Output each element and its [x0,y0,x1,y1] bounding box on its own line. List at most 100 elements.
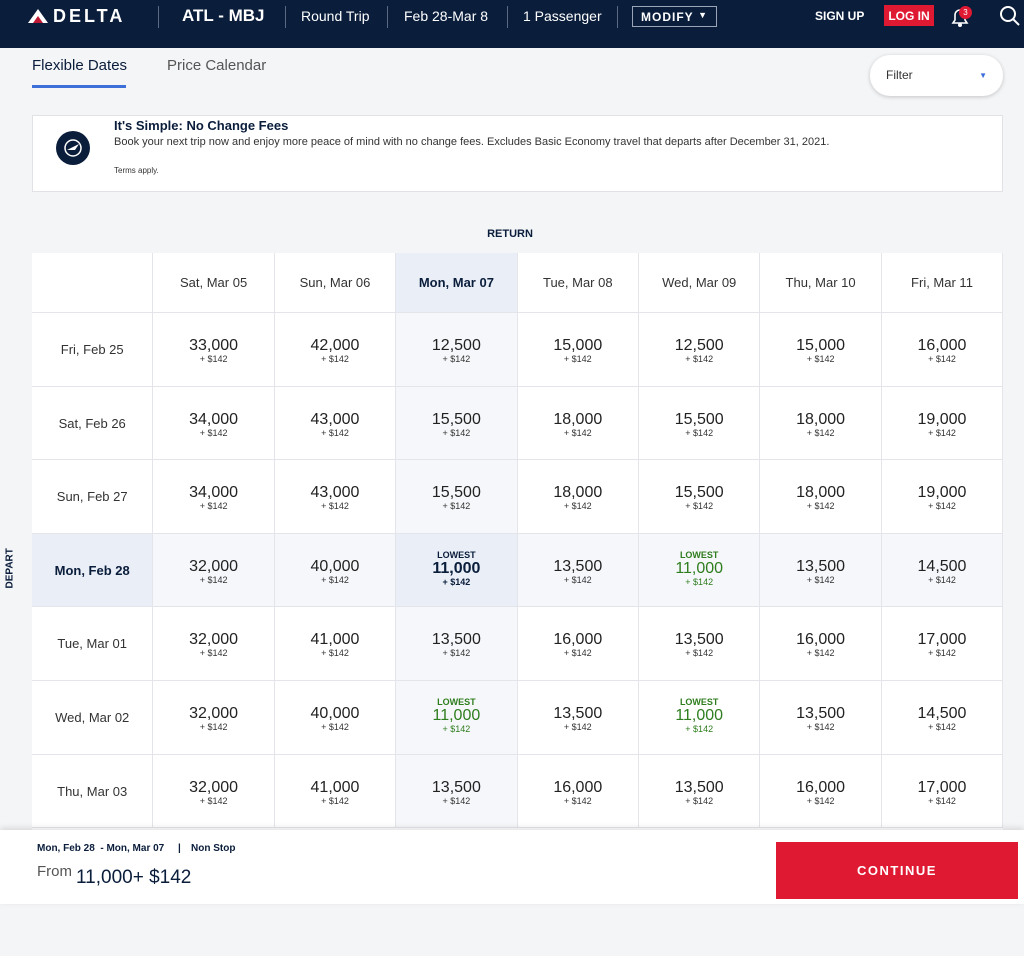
miles: 13,500 [674,631,724,649]
fare-cell[interactable]: 16,000 + $142 [881,313,1003,387]
fee: + $142 [685,354,714,364]
fare-cell[interactable]: LOWEST 11,000 + $142 [396,533,518,608]
fee: + $142 [806,574,835,585]
fare-cell[interactable]: 13,500 + $142 [760,681,882,755]
search-icon[interactable] [998,4,1022,28]
return-label: RETURN [487,228,533,240]
miles: 16,000 [553,778,603,796]
fare-cell[interactable]: 40,000 + $142 [274,533,397,608]
fare-cell[interactable]: 32,000 + $142 [153,754,275,829]
miles: 13,500 [796,557,846,575]
fare-cell[interactable]: 15,500 + $142 [396,386,518,461]
miles: 32,000 [189,631,239,649]
fee: + $142 [928,501,956,512]
fare-cell[interactable]: 12,500 + $142 [639,313,761,387]
depart-date: Thu, Mar 03 [32,754,154,829]
dates: Feb 28-Mar 8 [404,8,489,24]
separator [158,6,159,28]
separator: | [178,843,181,854]
miles: 43,000 [310,484,360,502]
separator [285,6,286,28]
continue-button[interactable]: CONTINUE [776,842,1018,899]
fare-cell[interactable]: 15,000 + $142 [760,313,882,387]
route: ATL - MBJ [182,6,265,25]
fare-cell[interactable]: 19,000 + $142 [881,460,1003,534]
fee: + $142 [928,574,956,585]
fare-cell[interactable]: 33,000 + $142 [153,313,275,387]
fare-cell[interactable]: 13,500 + $142 [760,533,882,608]
fee: + $142 [685,648,714,659]
banner-icon [56,131,90,165]
fare-cell[interactable]: 43,000 + $142 [274,460,397,534]
fare-cell[interactable]: 14,500 + $142 [881,533,1003,608]
fare-cell[interactable]: 15,000 + $142 [517,313,639,387]
fare-cell[interactable]: 13,500 + $142 [639,607,761,681]
filter-dropdown[interactable]: Filter ▼ [870,55,1003,96]
fee: + $142 [199,722,228,732]
fare-cell[interactable]: 18,000 + $142 [517,386,639,461]
fare-cell[interactable]: 17,000 + $142 [881,607,1003,681]
fare-cell[interactable]: 16,000 + $142 [760,754,882,829]
fare-cell[interactable]: 18,000 + $142 [760,460,882,534]
miles: 33,000 [189,337,239,354]
fee: + $142 [442,427,471,438]
fee: + $142 [685,427,714,438]
fee: + $142 [321,722,349,732]
fare-cell[interactable]: 16,000 + $142 [517,607,639,681]
miles: 34,000 [189,484,239,502]
fare-tag: LOWEST [679,549,719,560]
tab[interactable]: Price Calendar [167,57,267,74]
fare-cell[interactable]: 13,500 + $142 [396,754,518,829]
fare-cell[interactable]: 15,500 + $142 [639,386,761,461]
fare-cell[interactable]: 32,000 + $142 [153,607,275,681]
fare-cell[interactable]: 16,000 + $142 [517,754,639,829]
fee: + $142 [806,722,835,732]
fee: + $142 [806,354,835,364]
fare-cell[interactable]: 34,000 + $142 [153,386,275,461]
fare-cell[interactable]: 13,500 + $142 [639,754,761,829]
fare-cell[interactable]: 32,000 + $142 [153,681,275,755]
fee: + $142 [321,795,349,806]
fare-cell[interactable]: 16,000 + $142 [760,607,882,681]
fare-cell[interactable]: 15,500 + $142 [396,460,518,534]
tab[interactable]: Flexible Dates [32,57,128,74]
miles: 14,500 [917,557,967,575]
miles: 16,000 [796,778,846,796]
fare-cell[interactable]: 18,000 + $142 [517,460,639,534]
banner-text: Book your next trip now and enjoy more p… [114,136,830,148]
miles: 18,000 [796,484,846,502]
fare-cell[interactable]: 13,500 + $142 [517,533,639,608]
fare-cell[interactable]: LOWEST 11,000 + $142 [639,533,761,608]
miles: 18,000 [796,410,846,428]
fare-cell[interactable]: LOWEST 11,000 + $142 [396,681,518,755]
sign-up[interactable]: SIGN UP [815,9,865,23]
fare-cell[interactable]: 32,000 + $142 [153,533,275,608]
fare-cell[interactable]: 40,000 + $142 [274,681,397,755]
fare-cell[interactable]: 41,000 + $142 [274,607,397,681]
fare-cell[interactable]: 13,500 + $142 [517,681,639,755]
logo[interactable]: DELTA [53,6,126,26]
dropdown-arrow: ▼ [979,71,987,80]
return-date-header: Sat, Mar 05 [153,253,275,313]
terms[interactable]: Terms apply. [114,166,159,175]
fare-cell[interactable]: 42,000 + $142 [274,313,397,387]
fee: + $142 [199,354,228,364]
fare-cell[interactable]: 34,000 + $142 [153,460,275,534]
fare-cell[interactable]: 13,500 + $142 [396,607,518,681]
log-in[interactable]: LOG IN [884,5,934,26]
fare-cell[interactable]: 12,500 + $142 [396,313,518,387]
miles: 15,000 [796,337,846,354]
miles: 41,000 [310,778,360,796]
fare-cell[interactable]: LOWEST 11,000 + $142 [639,681,761,755]
fare-cell[interactable]: 15,500 + $142 [639,460,761,534]
miles: 19,000 [917,484,967,502]
fare-cell[interactable]: 41,000 + $142 [274,754,397,829]
fare-cell[interactable]: 19,000 + $142 [881,386,1003,461]
fare-cell[interactable]: 14,500 + $142 [881,681,1003,755]
fare-cell[interactable]: 18,000 + $142 [760,386,882,461]
miles: 32,000 [189,705,239,722]
fare-cell[interactable]: 17,000 + $142 [881,754,1003,829]
fare-grid: Sat, Mar 05 Sun, Mar 06 Mon, Mar 07 Tue, Ma… [32,253,1003,830]
fare-cell[interactable]: 43,000 + $142 [274,386,397,461]
modify-button[interactable]: MODIFY ▼ [632,6,717,27]
